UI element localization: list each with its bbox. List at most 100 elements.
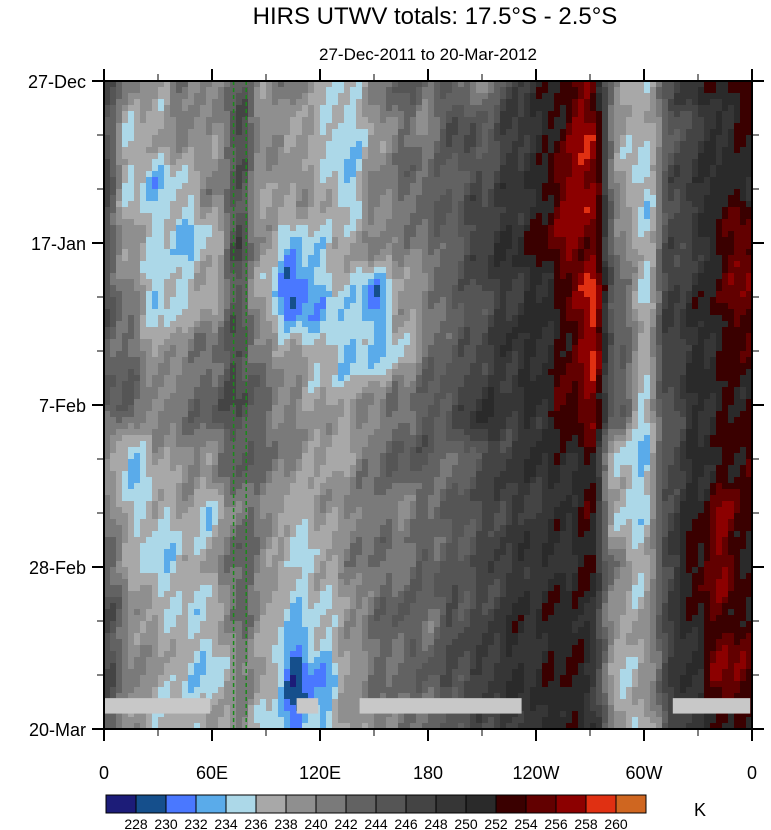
heatmap-cell <box>662 459 675 466</box>
heatmap-cell <box>578 99 585 106</box>
heatmap-cell <box>638 405 645 412</box>
heatmap-cell <box>644 489 651 496</box>
heatmap-cell <box>248 399 255 406</box>
heatmap-cell <box>524 165 531 172</box>
heatmap-cell <box>680 435 687 442</box>
heatmap-cell <box>194 501 207 508</box>
heatmap-cell <box>674 567 681 574</box>
heatmap-cell <box>332 543 351 550</box>
heatmap-cell <box>182 369 207 376</box>
heatmap-cell <box>212 585 219 592</box>
heatmap-cell <box>572 513 579 520</box>
heatmap-cell <box>116 261 141 268</box>
heatmap-cell <box>164 117 177 124</box>
heatmap-cell <box>608 315 615 322</box>
heatmap-cell <box>284 549 291 556</box>
heatmap-cell <box>476 279 501 286</box>
heatmap-cell <box>398 129 411 136</box>
heatmap-cell <box>116 213 123 220</box>
heatmap-cell <box>248 135 255 142</box>
heatmap-cell <box>302 333 321 340</box>
heatmap-cell <box>524 399 543 406</box>
heatmap-cell <box>662 495 669 502</box>
heatmap-cell <box>122 543 141 550</box>
heatmap-cell <box>386 453 399 460</box>
heatmap-cell <box>392 189 399 196</box>
heatmap-cell <box>224 153 237 160</box>
heatmap-cell <box>128 315 135 322</box>
heatmap-cell <box>416 201 435 208</box>
heatmap-cell <box>146 225 153 232</box>
heatmap-cell <box>638 423 651 430</box>
heatmap-cell <box>458 327 465 334</box>
heatmap-cell <box>404 351 417 358</box>
heatmap-cell <box>566 573 573 580</box>
heatmap-cell <box>626 249 639 256</box>
heatmap-cell <box>680 129 687 136</box>
heatmap-cell <box>350 243 369 250</box>
heatmap-cell <box>326 261 345 268</box>
heatmap-cell <box>116 477 123 484</box>
heatmap-cell <box>488 567 495 574</box>
heatmap-cell <box>620 189 627 196</box>
heatmap-cell <box>656 237 663 244</box>
heatmap-cell <box>536 417 543 424</box>
heatmap-cell <box>674 237 693 244</box>
heatmap-cell <box>704 129 711 136</box>
heatmap-cell <box>278 279 309 286</box>
heatmap-cell <box>632 213 639 220</box>
heatmap-cell <box>338 315 345 322</box>
heatmap-cell <box>416 369 423 376</box>
heatmap-cell <box>644 81 651 88</box>
heatmap-cell <box>530 417 537 424</box>
heatmap-cell <box>146 501 153 508</box>
heatmap-cell <box>440 255 465 262</box>
heatmap-cell <box>230 249 243 256</box>
heatmap-cell <box>632 273 639 280</box>
heatmap-cell <box>344 315 363 322</box>
heatmap-cell <box>734 105 741 112</box>
heatmap-cell <box>542 213 549 220</box>
heatmap-cell <box>722 105 729 112</box>
heatmap-cell <box>224 225 231 232</box>
heatmap-cell <box>302 459 315 466</box>
heatmap-cell <box>212 459 219 466</box>
heatmap-cell <box>464 147 471 154</box>
heatmap-cell <box>104 321 111 328</box>
heatmap-cell <box>194 93 207 100</box>
heatmap-cell <box>674 261 681 268</box>
heatmap-cell <box>680 453 687 460</box>
heatmap-cell <box>110 249 117 256</box>
heatmap-cell <box>650 501 657 508</box>
heatmap-cell <box>314 555 327 562</box>
heatmap-cell <box>176 465 183 472</box>
heatmap-cell <box>404 117 411 124</box>
heatmap-cell <box>410 117 417 124</box>
heatmap-cell <box>548 165 555 172</box>
heatmap-cell <box>704 441 711 448</box>
heatmap-cell <box>218 459 243 466</box>
heatmap-cell <box>704 471 711 478</box>
heatmap-cell <box>494 531 507 538</box>
heatmap-cell <box>278 255 285 262</box>
heatmap-cell <box>590 357 597 364</box>
heatmap-cell <box>362 219 369 226</box>
heatmap-cell <box>344 381 369 388</box>
heatmap-cell <box>266 159 279 166</box>
heatmap-cell <box>446 477 471 484</box>
heatmap-cell <box>446 543 459 550</box>
heatmap-cell <box>260 375 267 382</box>
heatmap-cell <box>614 135 621 142</box>
heatmap-cell <box>374 213 393 220</box>
heatmap-cell <box>164 561 171 568</box>
heatmap-cell <box>662 381 681 388</box>
heatmap-cell <box>164 495 177 502</box>
heatmap-cell <box>440 375 465 382</box>
heatmap-cell <box>650 141 657 148</box>
heatmap-cell <box>662 201 681 208</box>
heatmap-cell <box>278 447 303 454</box>
heatmap-cell <box>554 105 561 112</box>
heatmap-cell <box>164 243 171 250</box>
heatmap-cell <box>662 147 675 154</box>
heatmap-cell <box>626 549 645 556</box>
